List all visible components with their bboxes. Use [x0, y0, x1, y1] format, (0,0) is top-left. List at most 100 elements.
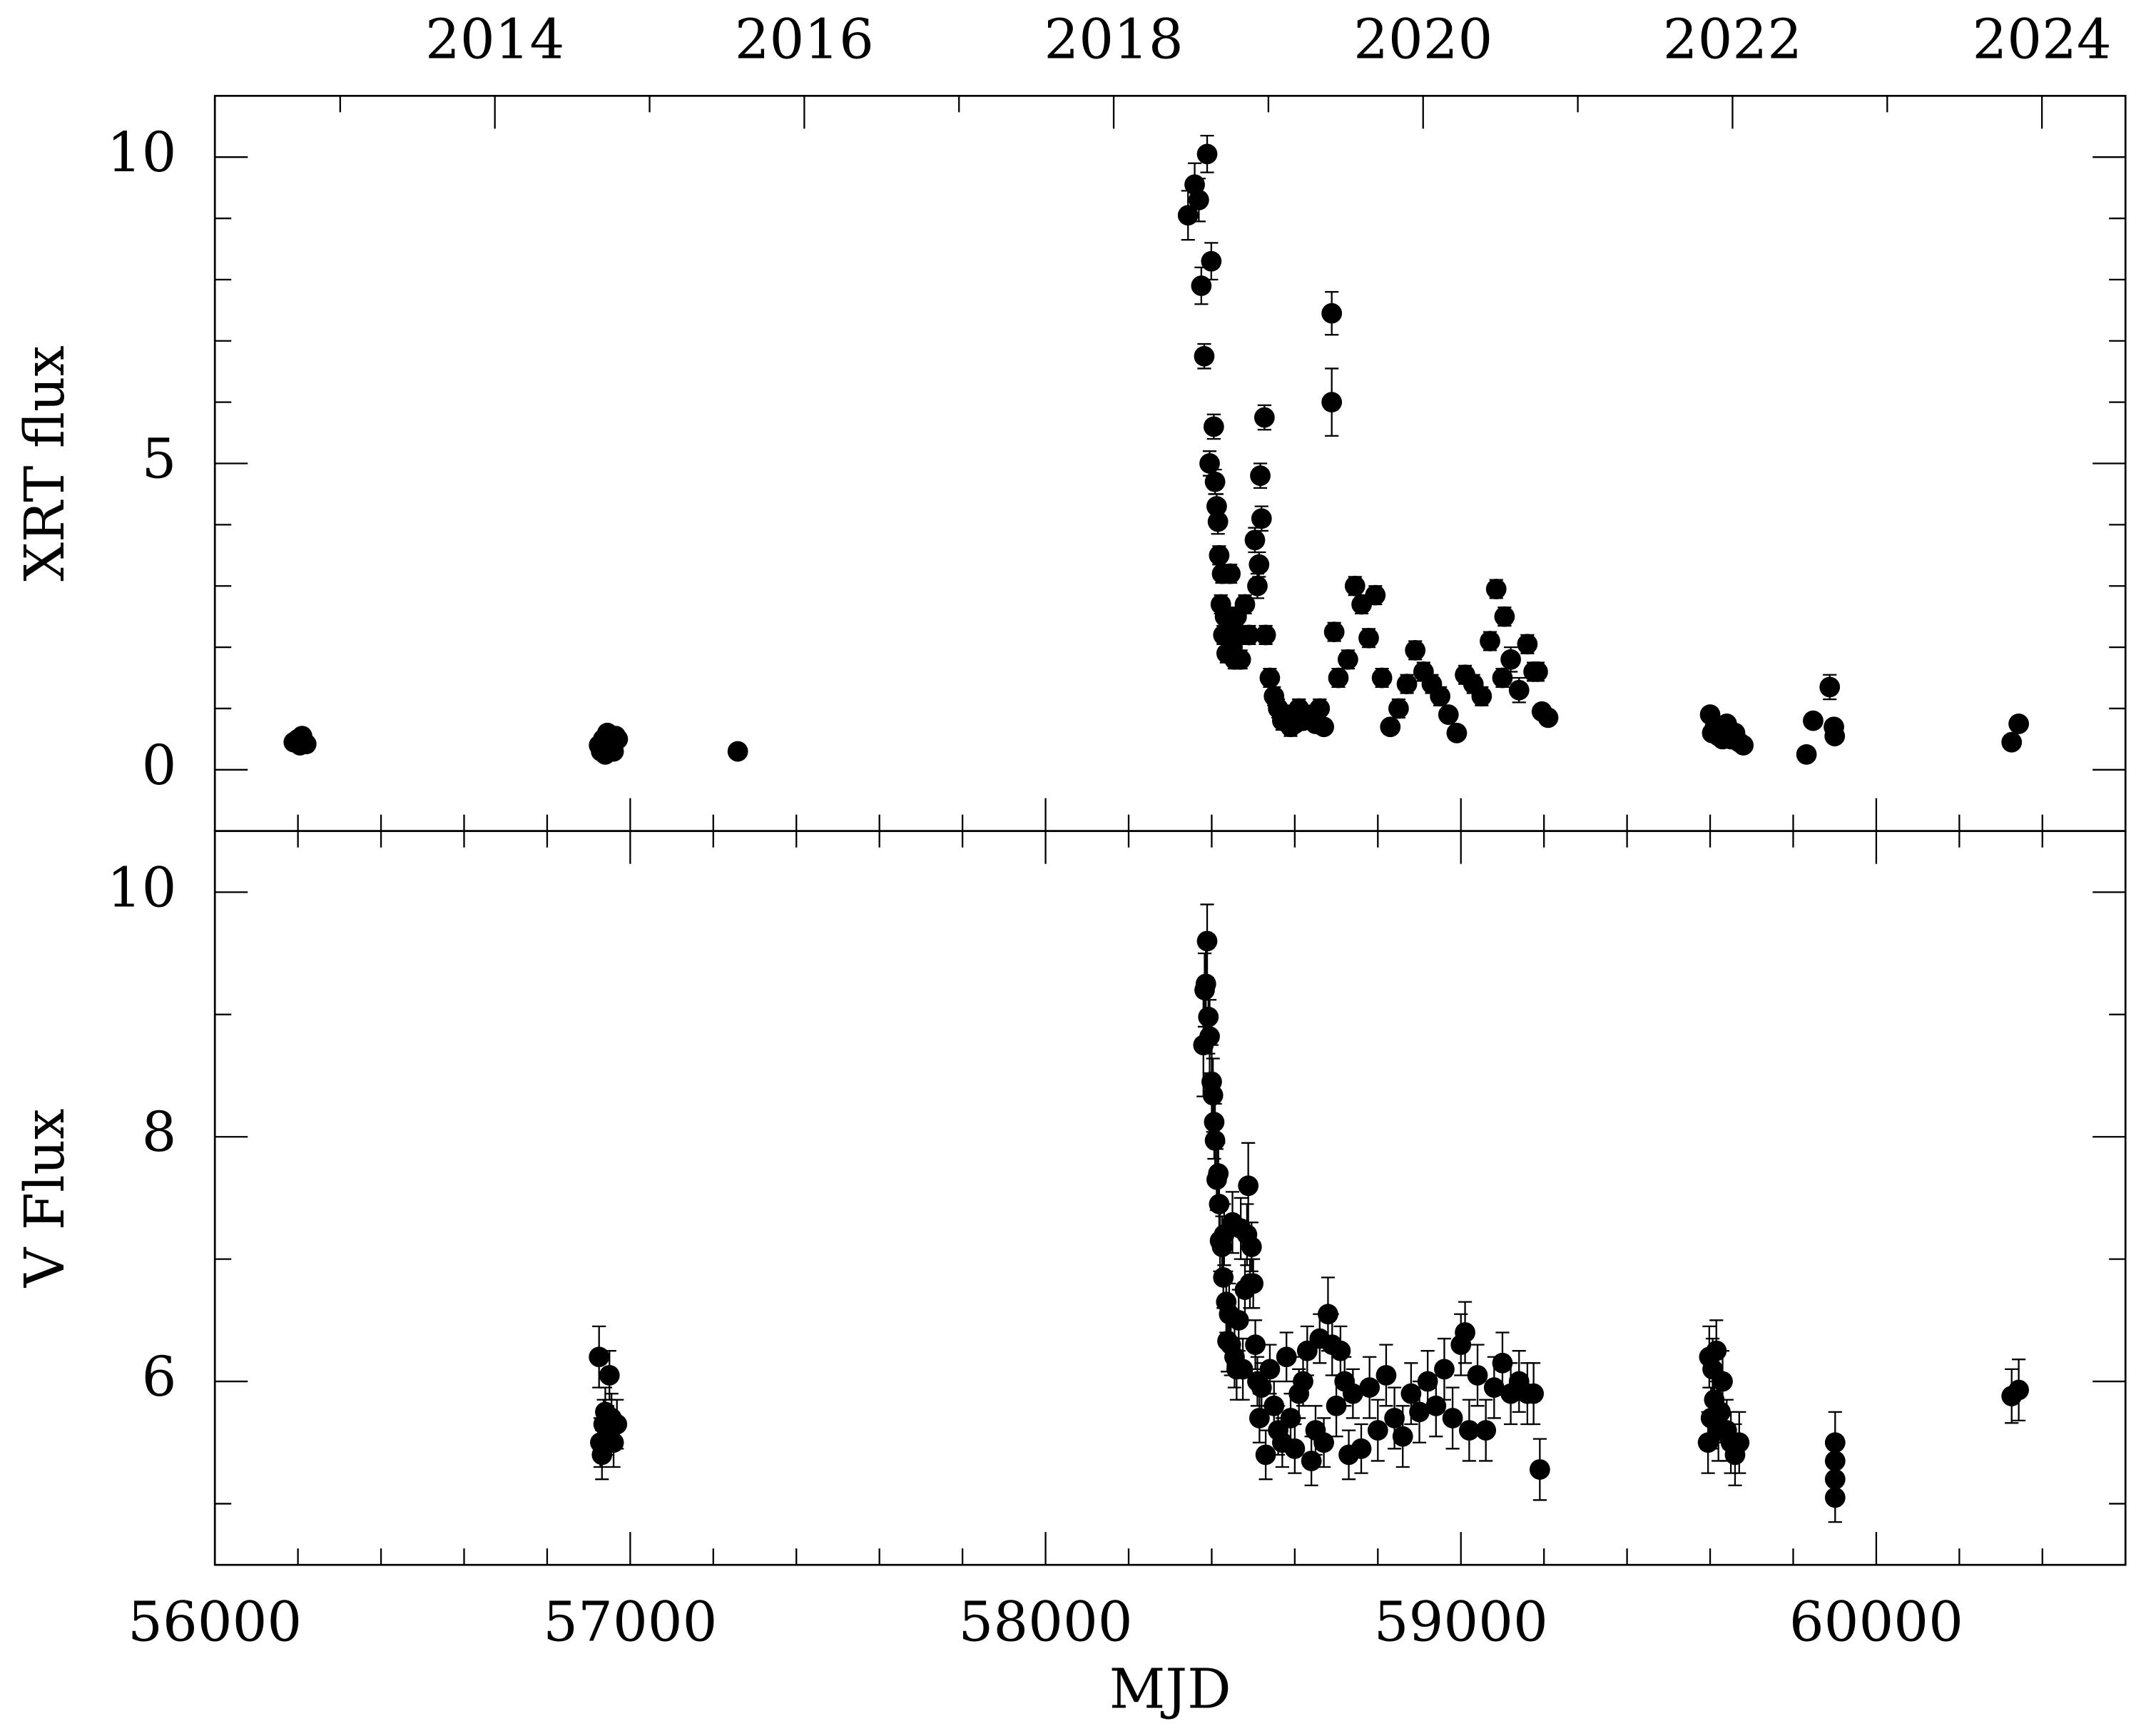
data-point: [1508, 679, 1530, 701]
x-axis-label: MJD: [1109, 1658, 1231, 1722]
data-point: [1342, 1383, 1363, 1404]
data-point: [1321, 392, 1343, 413]
data-point: [1351, 1438, 1372, 1459]
data-point: [1196, 930, 1218, 952]
data-point: [1280, 1408, 1301, 1428]
data-point: [1194, 345, 1215, 367]
data-point: [1251, 1377, 1272, 1398]
y-tick-label: 10: [107, 121, 177, 185]
data-point: [1458, 1420, 1480, 1441]
data-point: [1330, 1340, 1351, 1361]
data-point: [1438, 704, 1459, 725]
data-point: [603, 1432, 624, 1453]
data-point: [1204, 1112, 1225, 1133]
data-point: [1475, 1420, 1497, 1441]
data-point: [1337, 649, 1358, 670]
data-point: [607, 729, 629, 750]
data-point: [1467, 1365, 1488, 1386]
data-point: [1321, 303, 1343, 324]
data-point: [1494, 606, 1515, 627]
data-point: [1328, 667, 1349, 689]
data-point: [2008, 714, 2029, 734]
data-point: [1207, 511, 1229, 532]
data-point: [1209, 544, 1230, 566]
data-point: [1523, 1383, 1545, 1404]
data-point: [1301, 1451, 1322, 1471]
y-tick-label: 10: [107, 856, 177, 920]
data-point: [1232, 1359, 1253, 1380]
data-point: [1446, 722, 1468, 743]
data-point: [1388, 698, 1409, 719]
y-axis-label: V Flux: [14, 1109, 77, 1288]
data-point: [1188, 189, 1209, 210]
x-tick-label: 58000: [959, 1590, 1133, 1654]
data-point: [1442, 1408, 1463, 1428]
data-point: [1309, 698, 1331, 719]
data-point: [1195, 973, 1216, 995]
data-point: [1313, 716, 1334, 738]
data-point: [1177, 205, 1199, 226]
data-point: [1483, 1377, 1505, 1398]
data-point: [1238, 1175, 1259, 1197]
data-point: [1803, 710, 1824, 731]
data-point: [1527, 661, 1548, 682]
x2-tick-label: 2022: [1663, 8, 1802, 71]
x2-tick-label: 2020: [1353, 8, 1492, 71]
data-point: [1245, 1334, 1266, 1356]
data-point: [1202, 1085, 1224, 1106]
data-point: [1729, 1432, 1750, 1453]
data-point: [1396, 674, 1418, 695]
y-axis-label: XRT flux: [14, 345, 77, 582]
data-point: [1375, 1365, 1397, 1386]
data-point: [1326, 1395, 1347, 1416]
data-point: [1517, 634, 1538, 655]
data-point: [1241, 1237, 1262, 1257]
y-tick-label: 6: [142, 1346, 177, 1409]
data-point: [1537, 707, 1559, 729]
data-point: [1250, 465, 1271, 487]
data-point: [1204, 471, 1226, 492]
data-point: [1819, 676, 1841, 698]
x-tick-label: 60000: [1789, 1590, 1963, 1654]
data-point: [1255, 624, 1276, 646]
data-point: [1196, 143, 1218, 165]
data-point: [1455, 1322, 1475, 1343]
y-tick-label: 8: [142, 1101, 177, 1164]
data-point: [1500, 649, 1521, 670]
data-point: [1247, 575, 1268, 597]
data-point: [1253, 407, 1275, 428]
data-point: [1199, 1026, 1220, 1047]
data-point: [2008, 1379, 2029, 1401]
data-point: [1293, 1371, 1313, 1392]
data-point: [1213, 1267, 1234, 1288]
data-point: [1409, 1401, 1430, 1423]
data-point: [1244, 529, 1266, 551]
data-point: [1733, 735, 1754, 756]
data-point: [1529, 1459, 1550, 1480]
data-point: [1824, 726, 1846, 746]
data-point: [1203, 416, 1224, 437]
data-point: [1384, 1408, 1405, 1428]
data-point: [1400, 1383, 1422, 1404]
data-point: [1359, 1377, 1380, 1398]
data-point: [1204, 1130, 1226, 1151]
data-point: [1259, 1359, 1281, 1380]
data-point: [1824, 1487, 1846, 1508]
data-point: [1230, 649, 1251, 670]
data-point: [1405, 640, 1426, 661]
data-point: [1492, 1352, 1513, 1374]
x2-tick-label: 2018: [1044, 8, 1183, 71]
data-point: [1249, 554, 1270, 575]
data-point: [727, 741, 748, 762]
data-point: [1249, 1408, 1270, 1428]
data-point: [1259, 667, 1281, 689]
x2-tick-label: 2014: [425, 8, 564, 71]
data-point: [589, 1346, 610, 1368]
data-point: [1796, 743, 1817, 765]
data-point: [1234, 594, 1256, 615]
data-point: [1206, 496, 1227, 517]
data-point: [1471, 686, 1492, 707]
data-point: [1251, 508, 1272, 529]
data-point: [1371, 667, 1393, 689]
